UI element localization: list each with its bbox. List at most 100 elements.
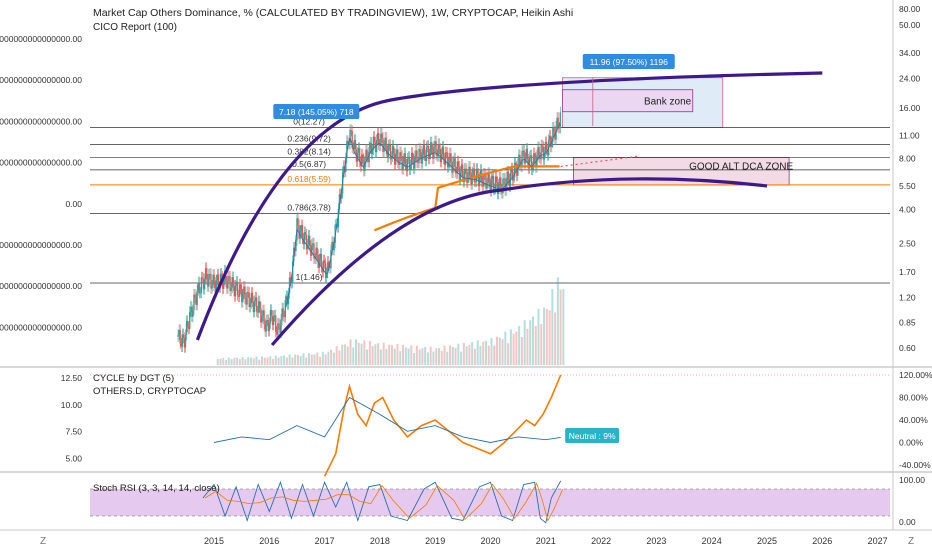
volume-bar — [219, 358, 222, 365]
candle-body — [544, 141, 547, 153]
candle-body — [512, 177, 515, 181]
candle-body — [326, 273, 328, 278]
candle-body — [351, 130, 353, 148]
volume-bar — [554, 312, 557, 365]
volume-bar — [288, 354, 291, 365]
volume-bar — [410, 345, 413, 365]
candle-body — [323, 260, 326, 264]
volume-bar — [529, 320, 532, 365]
candle-body — [235, 281, 238, 286]
candle-body — [477, 173, 480, 187]
time-axis-label: 2015 — [204, 536, 224, 546]
volume-bar — [291, 357, 294, 365]
candle-body — [206, 268, 208, 280]
candle-body — [357, 147, 360, 153]
candle-body — [228, 276, 230, 278]
candle-body — [443, 158, 446, 165]
right-axis-label: 80.00 — [899, 4, 921, 14]
candle-body — [227, 276, 229, 289]
cycle-left-label: 10.00 — [61, 400, 83, 410]
candle-body — [189, 311, 191, 329]
time-axis-label: 2016 — [259, 536, 279, 546]
candle-body — [276, 331, 278, 335]
fib-label: 0(12.27) — [293, 116, 325, 126]
candle-body — [181, 334, 184, 347]
volume-bar — [349, 339, 352, 365]
volume-bar — [385, 348, 388, 365]
volume-bar — [413, 352, 416, 365]
volume-bar — [343, 344, 346, 365]
volume-bar — [346, 346, 349, 365]
goto-start-icon[interactable]: Z — [40, 536, 46, 547]
candle-body — [478, 177, 481, 187]
candle-body — [546, 150, 549, 156]
right-axis-label: 1.20 — [899, 292, 916, 302]
volume-bar — [435, 348, 438, 365]
candle-body — [247, 291, 249, 293]
candle-body — [455, 172, 457, 174]
volume-bar — [249, 357, 252, 365]
volume-bar — [482, 341, 485, 365]
volume-bar — [399, 351, 402, 365]
candle-body — [379, 144, 381, 146]
volume-bar — [424, 346, 427, 365]
volume-bar — [520, 337, 523, 365]
candle-body — [212, 274, 214, 286]
candle-body — [226, 281, 228, 289]
neutral-label: Neutral : 9% — [569, 431, 616, 441]
moving-average-line — [373, 165, 560, 232]
candle-body — [322, 260, 325, 273]
volume-bar — [418, 349, 421, 365]
candle-body — [246, 291, 248, 305]
candle-body — [539, 157, 541, 160]
volume-bar — [379, 349, 382, 365]
candle-body — [220, 273, 223, 277]
candle-body — [195, 298, 197, 306]
candle-body — [245, 298, 247, 305]
volume-bar — [263, 357, 266, 365]
scale-toggle-icon[interactable]: Z — [908, 536, 914, 547]
volume-bar — [324, 354, 327, 365]
volume-bar — [338, 350, 341, 365]
candle-body — [416, 150, 418, 163]
volume-bar — [319, 356, 322, 365]
right-axis-label: 34.00 — [899, 48, 921, 58]
candle-body — [482, 181, 484, 187]
candle-body — [211, 285, 213, 289]
volume-bar — [432, 351, 435, 365]
candle-body — [460, 164, 463, 172]
left-axis-label: -3000000000000000.00 — [0, 322, 82, 332]
right-axis-label: 4.00 — [899, 204, 916, 214]
candle-body — [313, 243, 315, 259]
volume-bar — [230, 359, 233, 365]
candle-body — [435, 141, 437, 155]
candle-body — [487, 172, 489, 184]
candle-body — [401, 155, 403, 170]
volume-bar — [504, 331, 507, 365]
volume-bar — [473, 348, 476, 365]
volume-bar — [302, 353, 305, 365]
candle-body — [408, 156, 411, 170]
candle-body — [542, 146, 545, 160]
candle-body — [407, 156, 410, 159]
upper-arc — [195, 71, 823, 341]
candle-body — [260, 307, 262, 323]
volume-bar — [238, 359, 241, 365]
candle-body — [282, 308, 284, 317]
volume-bar — [509, 329, 512, 365]
stoch-right-label: 100.00 — [899, 475, 925, 485]
candle-body — [298, 225, 300, 239]
candle-body — [537, 147, 539, 156]
volume-bar — [388, 344, 391, 365]
volume-bar — [462, 342, 465, 365]
candle-body — [231, 277, 233, 288]
volume-bar — [310, 354, 313, 365]
candle-body — [203, 279, 206, 290]
candle-body — [281, 308, 283, 320]
candle-body — [223, 279, 225, 289]
candle-body — [418, 148, 420, 163]
measure-callout-box — [582, 54, 675, 69]
candle-body — [465, 168, 467, 170]
candle-body — [540, 145, 542, 160]
